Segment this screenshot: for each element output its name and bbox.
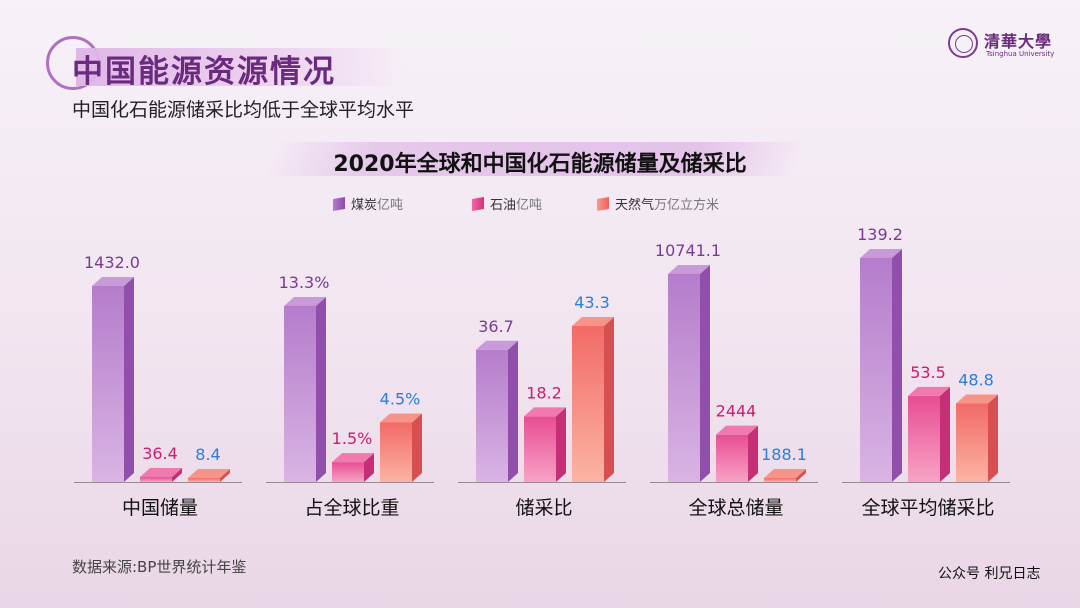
value-label-gas-3: 188.1	[761, 445, 807, 464]
value-label-gas-4: 48.8	[958, 370, 994, 389]
chart-legend: 煤炭亿吨 石油亿吨 天然气万亿立方米	[0, 194, 1080, 214]
legend-item-coal: 煤炭亿吨	[333, 194, 403, 213]
legend-unit-oil: 亿吨	[516, 198, 543, 213]
value-label-oil-1: 1.5%	[332, 429, 373, 448]
legend-label-gas: 天然气	[615, 198, 655, 213]
legend-label-coal: 煤炭	[351, 198, 378, 213]
data-source: 数据来源:BP世界统计年鉴	[72, 558, 247, 576]
credit-text: 公众号 利兄日志	[938, 566, 1041, 582]
bar-gas-3	[764, 469, 806, 482]
value-label-oil-3: 2444	[716, 402, 757, 421]
bar-gas-2	[572, 317, 614, 482]
category-label-3: 全球总储量	[688, 497, 783, 519]
page-subtitle: 中国化石能源储采比均低于全球平均水平	[72, 99, 415, 121]
value-label-coal-4: 139.2	[857, 225, 903, 244]
legend-item-oil: 石油亿吨	[472, 194, 542, 213]
university-logo: 清華大學 Tsinghua University	[948, 28, 1055, 62]
value-label-gas-2: 43.3	[574, 293, 610, 312]
value-label-coal-2: 36.7	[478, 317, 514, 336]
value-label-oil-4: 53.5	[910, 363, 946, 382]
bar-coal-0	[92, 277, 134, 482]
value-label-gas-1: 4.5%	[380, 389, 421, 408]
bar-coal-3	[668, 265, 710, 482]
bar-oil-2	[524, 407, 566, 482]
bar-coal-4	[860, 249, 902, 482]
bar-gas-4	[956, 394, 998, 482]
legend-item-gas: 天然气万亿立方米	[597, 194, 719, 213]
legend-unit-gas: 万亿立方米	[654, 198, 720, 213]
value-label-oil-0: 36.4	[142, 444, 178, 463]
category-label-0: 中国储量	[122, 497, 198, 519]
bar-oil-4	[908, 386, 950, 482]
category-label-1: 占全球比重	[304, 497, 399, 519]
value-label-oil-2: 18.2	[526, 383, 562, 402]
chart-title: 2020年全球和中国化石能源储量及储采比	[333, 152, 747, 177]
legend-label-oil: 石油	[490, 198, 517, 213]
bar-oil-0	[140, 468, 182, 482]
value-label-coal-3: 10741.1	[655, 241, 721, 260]
bar-gas-0	[188, 469, 230, 482]
title-band-decoration	[76, 48, 406, 86]
legend-unit-coal: 亿吨	[377, 198, 404, 213]
value-label-gas-0: 8.4	[195, 445, 220, 464]
bar-coal-2	[476, 340, 518, 482]
logo-name-cn: 清華大學	[984, 32, 1053, 51]
value-label-coal-0: 1432.0	[84, 253, 140, 272]
seal-icon	[948, 28, 978, 58]
bar-oil-1	[332, 453, 374, 482]
bar-coal-1	[284, 297, 326, 482]
page-title: 中国能源资源情况	[72, 54, 336, 90]
category-label-2: 储采比	[515, 497, 572, 519]
value-label-coal-1: 13.3%	[279, 273, 330, 292]
bar-gas-1	[380, 413, 422, 482]
category-label-4: 全球平均储采比	[861, 497, 994, 519]
bar-oil-3	[716, 425, 758, 482]
logo-name-en: Tsinghua University	[986, 50, 1055, 58]
